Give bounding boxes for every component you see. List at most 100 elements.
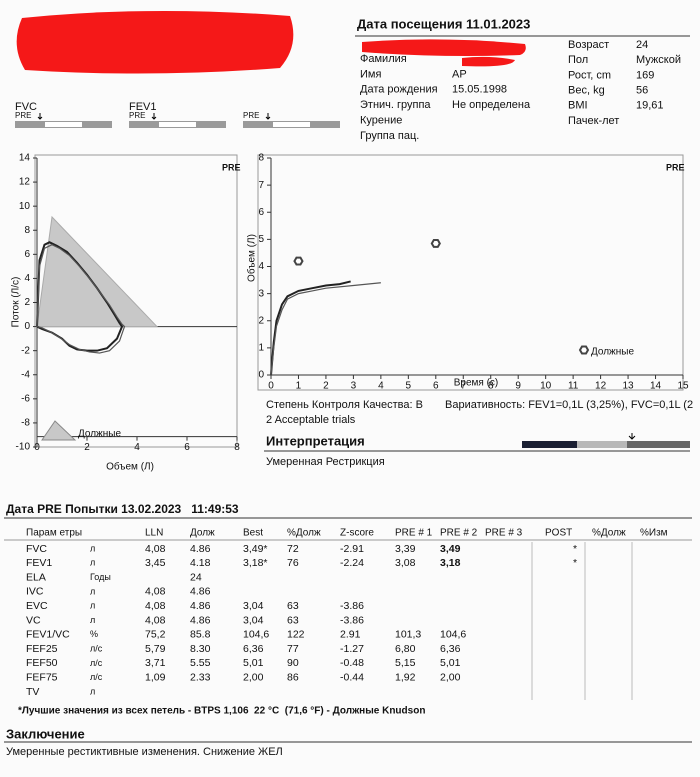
table-cell: %	[90, 629, 98, 639]
table-cell: 3,08	[395, 557, 416, 569]
indicator-bar	[45, 122, 82, 127]
table-cell: 8.30	[190, 643, 211, 655]
indicator-tag: PRE	[243, 111, 259, 120]
interp-bar	[522, 441, 577, 448]
field-label: Фамилия	[360, 53, 407, 65]
redaction	[362, 39, 526, 56]
indicator-tag: PRE	[129, 111, 145, 120]
table-cell: 63	[287, 600, 299, 612]
table-cell: ELA	[26, 571, 46, 583]
table-cell: 24	[190, 571, 202, 583]
table-cell: 4,08	[145, 586, 166, 598]
field-label: Возраст	[568, 39, 609, 51]
interp-arrow	[628, 433, 636, 440]
indicator-bar	[273, 122, 310, 127]
indicator-bar	[159, 122, 196, 127]
field-value: 19,61	[636, 100, 664, 112]
trials: 2 Acceptable trials	[266, 414, 356, 426]
indicator-tag: PRE	[15, 111, 31, 120]
table-cell: 6,36	[440, 643, 461, 655]
table-cell: FVC	[26, 543, 47, 555]
table-header: LLN	[145, 528, 163, 539]
table-cell: -3.86	[340, 600, 364, 612]
table-cell: FEF50	[26, 657, 58, 669]
x-tick-label: 2	[323, 381, 329, 392]
legend-label: Должные	[591, 347, 634, 358]
x-tick-label: 11	[568, 381, 579, 392]
table-cell: VC	[26, 614, 41, 626]
field-label: Имя	[360, 68, 381, 80]
indicator-arrow	[265, 113, 271, 120]
curve	[36, 244, 126, 354]
table-cell: 101,3	[395, 629, 421, 641]
y-tick-label: 1	[258, 343, 264, 354]
table-cell: 4.86	[190, 543, 211, 555]
table-cell: 3,49	[440, 543, 461, 555]
y-tick-label: 6	[258, 207, 264, 218]
x-tick-label: 15	[677, 381, 689, 392]
table-cell: 104,6	[440, 629, 466, 641]
table-cell: FEV1	[26, 557, 52, 569]
x-tick-label: 8	[488, 381, 494, 392]
x-tick-label: 14	[650, 381, 662, 392]
table-cell: 5,01	[440, 657, 461, 669]
field-label: Вес, kg	[568, 85, 605, 97]
predicted-marker	[430, 238, 441, 248]
x-tick-label: 3	[351, 381, 357, 392]
table-cell: Годы	[90, 572, 111, 582]
y-tick-label: 2	[258, 315, 264, 326]
legend-swatch	[41, 420, 77, 441]
field-label: Этнич. группа	[360, 99, 431, 111]
table-cell: 4,08	[145, 543, 166, 555]
table-cell: IVC	[26, 586, 44, 598]
table-cell: 3,39	[395, 543, 416, 555]
table-cell: -0.48	[340, 657, 364, 669]
indicator-arrow	[151, 113, 157, 120]
y-tick-label: 0	[258, 370, 264, 381]
field-value: 15.05.1998	[452, 84, 507, 96]
legend-label: Должные	[78, 429, 121, 440]
table-cell: 3,18*	[243, 557, 268, 569]
table-cell: 2.33	[190, 671, 211, 683]
table-cell: 104,6	[243, 629, 269, 641]
predicted-area	[36, 215, 159, 328]
table-cell: 85.8	[190, 629, 211, 641]
table-cell: 3,45	[145, 557, 166, 569]
y-tick-label: -2	[21, 345, 30, 356]
table-cell: FEF25	[26, 643, 58, 655]
table-cell: 77	[287, 643, 299, 655]
table-cell: 2,00	[243, 671, 264, 683]
field-label: Курение	[360, 115, 402, 127]
table-cell: 6,80	[395, 643, 416, 655]
table-cell: л	[90, 615, 95, 625]
y-tick-label: 6	[24, 249, 30, 260]
interp-bar	[577, 441, 627, 448]
field-value: Мужской	[636, 54, 681, 66]
field-label: BMI	[568, 100, 588, 112]
table-cell: 5.55	[190, 657, 211, 669]
y-tick-label: 8	[258, 153, 264, 164]
x-tick-label: 9	[515, 381, 521, 392]
table-cell: 4.86	[190, 600, 211, 612]
indicator-label: FVC	[15, 101, 37, 113]
table-cell: -1.27	[340, 643, 364, 655]
table-cell: 63	[287, 614, 299, 626]
table-header: PRE # 1	[395, 528, 433, 539]
table-cell: 75,2	[145, 629, 166, 641]
predicted-marker	[293, 256, 304, 266]
frame	[257, 154, 684, 391]
table-cell: 4.86	[190, 614, 211, 626]
table-header: %Долж	[287, 528, 321, 539]
field-label: Пол	[568, 54, 588, 66]
badge: PRE	[222, 162, 241, 172]
table-cell: 1,92	[395, 671, 416, 683]
table-cell: *	[573, 557, 577, 569]
x-tick-label: 8	[234, 442, 240, 453]
table-cell: TV	[26, 686, 39, 698]
table-header: Парам етры	[26, 528, 82, 539]
table-cell: л	[90, 586, 95, 596]
curve	[270, 280, 351, 376]
visit-date: Дата посещения 11.01.2023	[357, 16, 530, 31]
table-cell: 5,15	[395, 657, 416, 669]
